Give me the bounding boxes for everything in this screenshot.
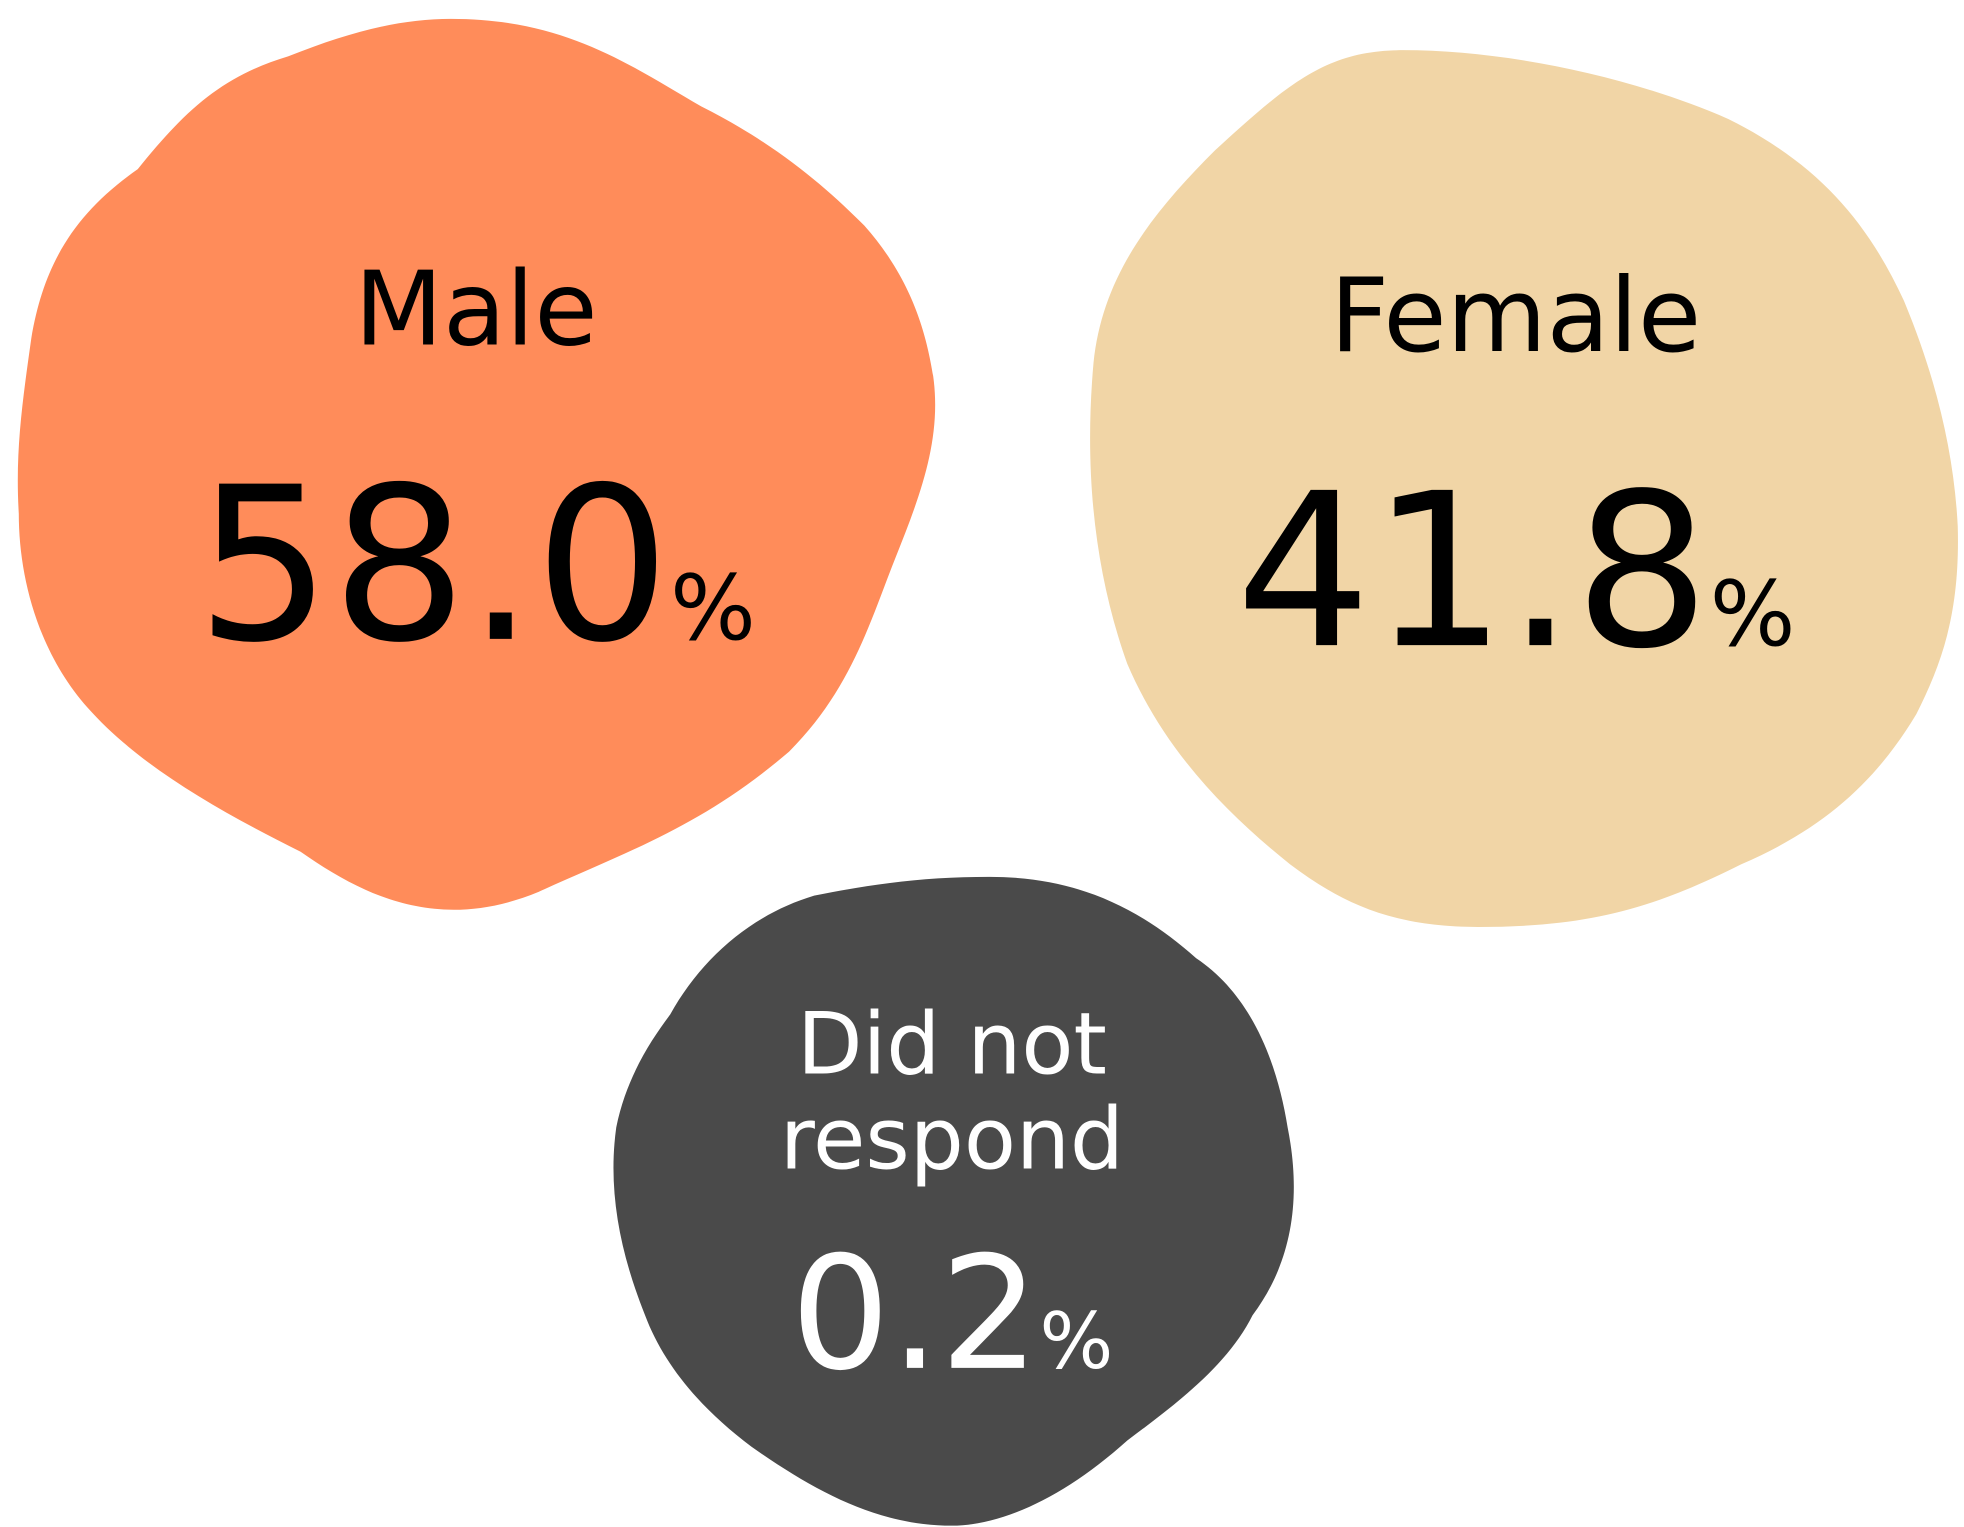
blob xyxy=(17,18,936,910)
value-text: 0.2% xyxy=(791,1223,1114,1405)
label: Did not xyxy=(797,996,1107,1095)
value: 0.2 xyxy=(791,1223,1040,1405)
unit: % xyxy=(1040,1297,1114,1387)
blob xyxy=(1090,50,1958,927)
unit: % xyxy=(1710,562,1796,667)
label: Male xyxy=(354,251,597,370)
label: Female xyxy=(1330,257,1701,376)
value-text: 41.8% xyxy=(1236,448,1796,696)
blob xyxy=(613,876,1294,1526)
unit: % xyxy=(670,556,756,661)
value: 41.8 xyxy=(1236,448,1710,696)
value-text: 58.0% xyxy=(196,442,756,690)
value: 58.0 xyxy=(196,442,670,690)
label: respond xyxy=(780,1091,1124,1190)
